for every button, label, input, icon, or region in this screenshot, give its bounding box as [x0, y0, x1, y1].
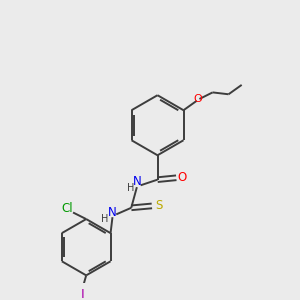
Text: H: H — [127, 183, 134, 193]
Text: O: O — [193, 94, 202, 104]
Text: O: O — [177, 171, 187, 184]
Text: N: N — [133, 175, 141, 188]
Text: Cl: Cl — [61, 202, 73, 215]
Text: I: I — [81, 288, 84, 300]
Text: S: S — [155, 200, 162, 212]
Text: N: N — [108, 206, 117, 219]
Text: H: H — [101, 214, 109, 224]
